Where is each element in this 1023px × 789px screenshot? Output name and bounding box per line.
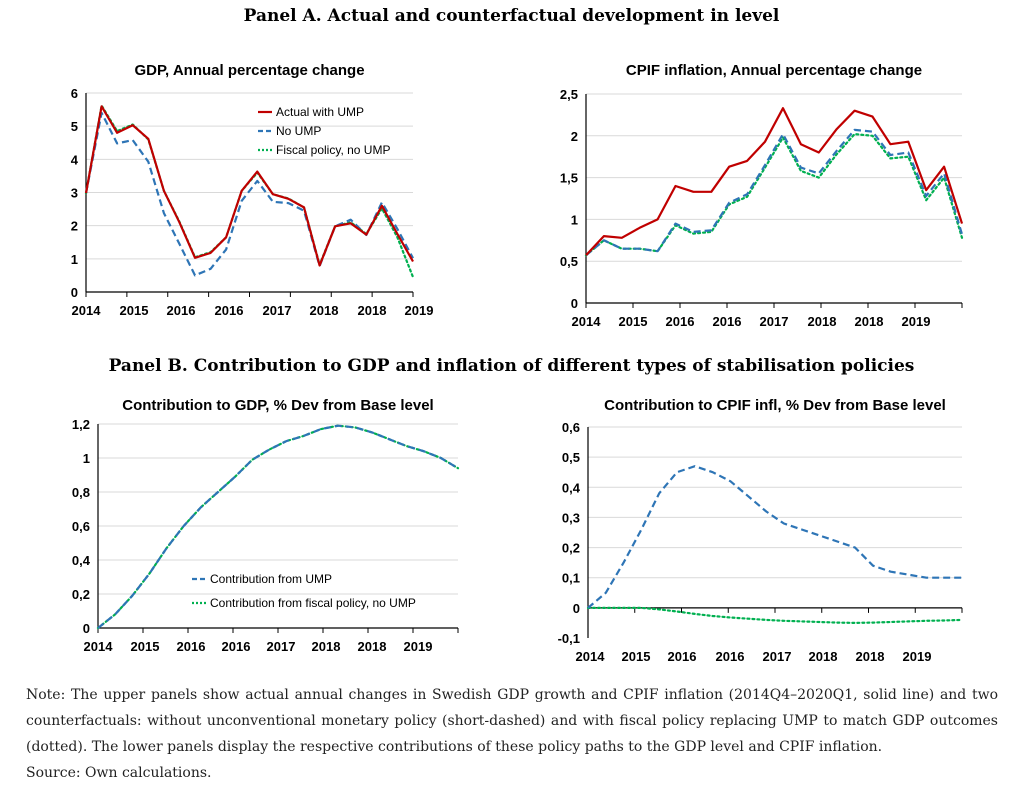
y-tick-label: 2,5 — [560, 87, 578, 102]
y-tick-label: 3 — [71, 186, 78, 201]
y-tick-label: 2 — [71, 219, 78, 234]
y-tick-label: 0,5 — [560, 254, 578, 269]
series-line-contribution-from-fiscal-policy-no-ump — [586, 606, 964, 624]
y-tick-label: 0 — [71, 285, 78, 300]
x-tick-label: 2018 — [312, 639, 341, 654]
y-tick-label: 0,2 — [562, 541, 580, 556]
chart-title: GDP, Annual percentage change — [134, 62, 364, 79]
chart-title: CPIF inflation, Annual percentage change — [626, 62, 922, 79]
x-tick-label: 2018 — [358, 303, 387, 318]
legend-label: No UMP — [276, 124, 321, 138]
y-tick-label: 1,5 — [560, 171, 578, 186]
legend-label: Contribution from UMP — [210, 572, 332, 586]
panel-a-title: Panel A. Actual and counterfactual devel… — [243, 6, 780, 26]
x-tick-label: 2017 — [760, 314, 789, 329]
x-tick-label: 2018 — [310, 303, 339, 318]
y-tick-label: 0,6 — [72, 519, 90, 534]
x-tick-label: 2016 — [222, 639, 251, 654]
x-tick-label: 2019 — [903, 649, 932, 664]
y-tick-label: 0 — [83, 621, 90, 636]
y-tick-label: 0,5 — [562, 450, 580, 465]
y-tick-label: 0,3 — [562, 510, 580, 525]
y-tick-label: 2 — [571, 129, 578, 144]
y-tick-label: 0 — [571, 296, 578, 311]
series-line-contribution-from-ump — [97, 424, 459, 629]
legend-label: Actual with UMP — [276, 105, 364, 119]
y-tick-label: 0,4 — [562, 480, 581, 495]
y-tick-label: 0,4 — [72, 553, 91, 568]
x-tick-label: 2017 — [263, 303, 292, 318]
cpif-contribution-chart: Contribution to CPIF infl, % Dev from Ba… — [558, 397, 964, 664]
chart-note: Note: The upper panels show actual annua… — [26, 682, 998, 786]
x-tick-label: 2018 — [855, 314, 884, 329]
y-tick-label: 0 — [573, 601, 580, 616]
x-tick-label: 2016 — [215, 303, 244, 318]
y-tick-label: 5 — [71, 119, 78, 134]
note-text: Note: The upper panels show actual annua… — [26, 687, 998, 755]
x-tick-label: 2016 — [666, 314, 695, 329]
legend-label: Fiscal policy, no UMP — [276, 143, 390, 157]
x-tick-label: 2014 — [576, 649, 606, 664]
x-tick-label: 2014 — [84, 639, 114, 654]
x-tick-label: 2017 — [763, 649, 792, 664]
x-tick-label: 2016 — [716, 649, 745, 664]
x-tick-label: 2015 — [619, 314, 648, 329]
cpif-chart: CPIF inflation, Annual percentage change… — [560, 62, 964, 329]
x-tick-label: 2018 — [358, 639, 387, 654]
x-tick-label: 2018 — [856, 649, 885, 664]
panel-b-title: Panel B. Contribution to GDP and inflati… — [108, 356, 915, 376]
series-line-no-ump — [585, 128, 964, 257]
x-tick-label: 2014 — [572, 314, 602, 329]
y-tick-label: -0,1 — [558, 631, 580, 646]
x-tick-label: 2017 — [267, 639, 296, 654]
source-text: Source: Own calculations. — [26, 765, 212, 781]
y-tick-label: 6 — [71, 86, 78, 101]
x-tick-label: 2015 — [120, 303, 149, 318]
x-tick-label: 2018 — [809, 649, 838, 664]
series-line-actual-with-ump — [84, 105, 414, 267]
series-line-no-ump — [84, 111, 414, 277]
x-tick-label: 2018 — [808, 314, 837, 329]
x-tick-label: 2016 — [167, 303, 196, 318]
gdp-contribution-chart: Contribution to GDP, % Dev from Base lev… — [72, 397, 460, 654]
y-tick-label: 1 — [71, 252, 78, 267]
y-tick-label: 0,2 — [72, 587, 90, 602]
y-tick-label: 0,1 — [562, 571, 580, 586]
y-tick-label: 0,6 — [562, 420, 580, 435]
series-line-fiscal-policy-no-ump — [584, 132, 964, 257]
y-tick-label: 4 — [71, 152, 79, 167]
series-line-contribution-from-ump — [587, 465, 962, 609]
gdp-chart: GDP, Annual percentage change 0 1 2 3 4 5 6 2014… — [71, 62, 434, 318]
x-tick-label: 2016 — [668, 649, 697, 664]
x-tick-label: 2019 — [902, 314, 931, 329]
series-line-actual-with-ump — [585, 107, 964, 257]
x-tick-label: 2016 — [177, 639, 206, 654]
chart-title: Contribution to CPIF infl, % Dev from Ba… — [604, 397, 946, 414]
x-tick-label: 2015 — [131, 639, 160, 654]
x-tick-label: 2014 — [72, 303, 102, 318]
y-tick-label: 1 — [571, 212, 578, 227]
x-tick-label: 2016 — [713, 314, 742, 329]
y-tick-label: 0,8 — [72, 485, 90, 500]
y-tick-label: 1 — [83, 451, 90, 466]
legend-label: Contribution from fiscal policy, no UMP — [210, 596, 416, 610]
y-tick-label: 1,2 — [72, 417, 90, 432]
x-tick-label: 2015 — [622, 649, 651, 664]
x-tick-label: 2019 — [405, 303, 434, 318]
x-tick-label: 2019 — [404, 639, 433, 654]
chart-title: Contribution to GDP, % Dev from Base lev… — [122, 397, 433, 414]
